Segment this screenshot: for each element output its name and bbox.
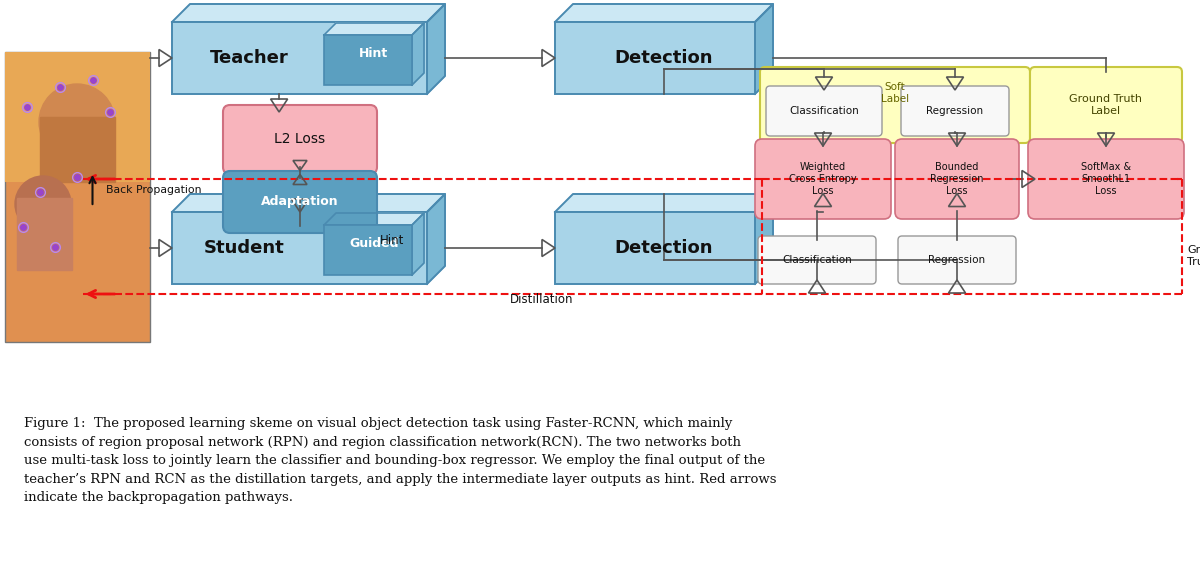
Text: Regression: Regression [929, 255, 985, 265]
Text: Weighted
Cross Entropy
Loss: Weighted Cross Entropy Loss [790, 162, 857, 196]
FancyBboxPatch shape [554, 212, 755, 284]
Text: Bounded
Regression
Loss: Bounded Regression Loss [930, 162, 984, 196]
Text: Distillation: Distillation [510, 293, 574, 306]
Text: Student: Student [204, 239, 284, 257]
FancyBboxPatch shape [554, 22, 755, 94]
FancyBboxPatch shape [172, 22, 427, 94]
Circle shape [14, 176, 71, 232]
FancyBboxPatch shape [755, 139, 890, 219]
FancyBboxPatch shape [898, 236, 1016, 284]
FancyBboxPatch shape [895, 139, 1019, 219]
Polygon shape [324, 23, 424, 35]
Polygon shape [554, 4, 773, 22]
Bar [40, 117, 115, 182]
Polygon shape [412, 213, 424, 275]
Text: Soft
Label: Soft Label [881, 82, 910, 104]
Polygon shape [755, 4, 773, 94]
Polygon shape [412, 23, 424, 85]
Polygon shape [755, 194, 773, 284]
Text: Ground Truth
Label: Ground Truth Label [1069, 94, 1142, 116]
Text: Classification: Classification [782, 255, 852, 265]
FancyBboxPatch shape [766, 86, 882, 136]
Text: Teacher: Teacher [210, 49, 289, 67]
Text: SoftMax &
SmoothL1
Loss: SoftMax & SmoothL1 Loss [1081, 162, 1132, 196]
Text: Hint: Hint [359, 48, 389, 60]
Circle shape [38, 84, 115, 160]
Polygon shape [427, 4, 445, 94]
Bar [17, 198, 72, 270]
Text: Figure 1:  The proposed learning skeme on visual object detection task using Fas: Figure 1: The proposed learning skeme on… [24, 417, 776, 504]
Text: Ground
Truth: Ground Truth [1187, 245, 1200, 267]
FancyBboxPatch shape [760, 67, 1030, 143]
Bar [5, 52, 150, 182]
FancyBboxPatch shape [324, 35, 412, 85]
FancyBboxPatch shape [1030, 67, 1182, 143]
FancyBboxPatch shape [324, 225, 412, 275]
Bar [5, 52, 150, 342]
FancyBboxPatch shape [758, 236, 876, 284]
Polygon shape [427, 194, 445, 284]
Text: Adaptation: Adaptation [262, 196, 338, 209]
Text: L2 Loss: L2 Loss [275, 132, 325, 147]
FancyBboxPatch shape [172, 212, 427, 284]
Text: Regression: Regression [926, 106, 984, 116]
Text: Back Propagation: Back Propagation [106, 185, 202, 195]
FancyBboxPatch shape [901, 86, 1009, 136]
Text: Guided: Guided [349, 237, 398, 251]
Text: Classification: Classification [790, 106, 859, 116]
FancyBboxPatch shape [1028, 139, 1184, 219]
Polygon shape [324, 213, 424, 225]
Text: Detection: Detection [614, 49, 713, 67]
Text: Detection: Detection [614, 239, 713, 257]
FancyBboxPatch shape [223, 171, 377, 233]
Polygon shape [172, 194, 445, 212]
Polygon shape [554, 194, 773, 212]
Text: Hint: Hint [380, 233, 404, 247]
FancyBboxPatch shape [223, 105, 377, 174]
Polygon shape [172, 4, 445, 22]
